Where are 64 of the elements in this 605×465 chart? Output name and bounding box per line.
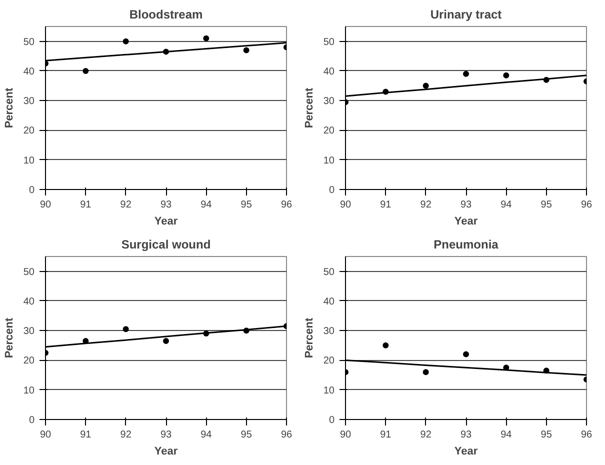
y-tick-label: 20 [23, 126, 35, 137]
x-tick-label: 92 [420, 200, 432, 210]
y-axis-title: Percent [3, 87, 16, 128]
x-tick-label: 93 [460, 430, 472, 440]
chart-title: Pneumonia [434, 238, 499, 252]
x-tick-label: 92 [120, 430, 132, 440]
y-tick-label: 0 [328, 185, 335, 196]
y-tick-label: 10 [23, 155, 35, 166]
x-tick-label: 96 [280, 430, 292, 440]
x-tick-label: 95 [540, 430, 552, 440]
y-tick-label: 30 [323, 326, 335, 338]
x-tick-label: 91 [80, 200, 92, 210]
x-tick-label: 94 [200, 430, 212, 440]
x-axis-title: Year [154, 216, 178, 228]
x-tick-label: 90 [340, 200, 352, 210]
y-axis-title: Percent [303, 317, 316, 358]
x-tick-label: 94 [500, 430, 512, 440]
y-tick-label: 0 [328, 415, 335, 426]
x-tick-label: 92 [420, 430, 432, 440]
x-tick-label: 91 [380, 200, 392, 210]
y-tick-label: 0 [28, 185, 35, 196]
x-tick-label: 91 [380, 430, 392, 440]
y-tick-label: 50 [323, 266, 335, 278]
y-axis-title: Percent [303, 87, 316, 128]
y-tick-label: 50 [23, 36, 35, 48]
y-tick-label: 40 [23, 66, 35, 78]
y-axis-title: Percent [3, 317, 16, 358]
y-tick-label: 50 [323, 36, 335, 48]
x-tick-label: 93 [460, 200, 472, 210]
y-tick-label: 0 [28, 415, 35, 426]
y-tick-label: 50 [23, 266, 35, 278]
x-tick-label: 96 [580, 200, 592, 210]
x-axis-title: Year [154, 446, 178, 458]
chart-title: Surgical wound [121, 238, 211, 252]
y-tick-label: 40 [23, 296, 35, 308]
y-tick-label: 30 [323, 96, 335, 108]
x-axis-title: Year [454, 216, 478, 228]
y-tick-label: 30 [23, 96, 35, 108]
x-tick-label: 93 [160, 430, 172, 440]
x-tick-label: 95 [240, 200, 252, 210]
y-tick-label: 20 [323, 126, 335, 137]
x-axis-title: Year [454, 446, 478, 458]
y-tick-label: 10 [323, 385, 335, 396]
y-tick-label: 20 [323, 356, 335, 367]
x-tick-label: 92 [120, 200, 132, 210]
x-tick-label: 95 [240, 430, 252, 440]
x-tick-label: 90 [40, 430, 52, 440]
chart-title: Urinary tract [430, 8, 502, 22]
y-tick-label: 10 [23, 385, 35, 396]
x-tick-label: 95 [540, 200, 552, 210]
y-tick-label: 10 [323, 155, 335, 166]
chart-title: Bloodstream [129, 8, 203, 22]
x-tick-label: 94 [200, 200, 212, 210]
x-tick-label: 96 [580, 430, 592, 440]
x-tick-label: 93 [160, 200, 172, 210]
x-tick-label: 91 [80, 430, 92, 440]
y-tick-label: 40 [323, 66, 335, 78]
x-tick-label: 90 [340, 430, 352, 440]
y-tick-label: 20 [23, 356, 35, 367]
y-tick-label: 30 [23, 326, 35, 338]
y-tick-label: 40 [323, 296, 335, 308]
x-tick-label: 94 [500, 200, 512, 210]
x-tick-label: 90 [40, 200, 52, 210]
x-tick-label: 96 [280, 200, 292, 210]
